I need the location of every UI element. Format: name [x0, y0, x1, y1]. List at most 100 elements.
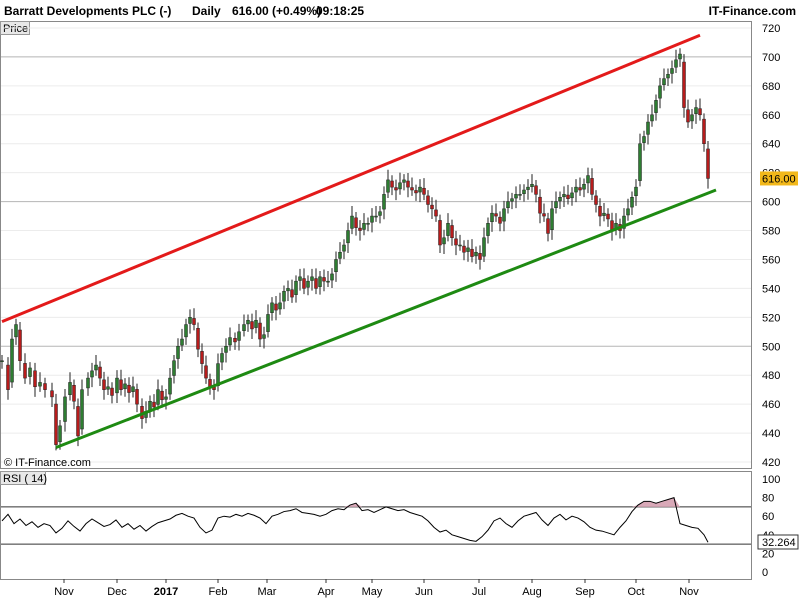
- price-tick-label: 480: [762, 370, 780, 382]
- candle-body: [402, 179, 406, 183]
- candle-body: [438, 220, 442, 246]
- candle-body: [678, 53, 682, 60]
- candle-body: [250, 321, 254, 330]
- x-tick-label: Jun: [415, 586, 433, 598]
- x-tick-label: Nov: [54, 586, 74, 598]
- candle-body: [286, 288, 290, 292]
- candle-body: [390, 180, 394, 188]
- candle-body: [454, 238, 458, 246]
- candle-body: [602, 212, 606, 216]
- candle-body: [314, 278, 318, 289]
- x-tick-label: 2017: [154, 586, 178, 598]
- candle-body: [160, 390, 164, 401]
- candle-body: [394, 187, 398, 191]
- candle-body: [550, 208, 554, 230]
- candle-body: [123, 383, 127, 390]
- candle-body: [642, 136, 646, 143]
- candle-body: [302, 278, 306, 289]
- candle-body: [490, 212, 494, 223]
- price-label: 616.00 (+0.49%): [232, 4, 321, 18]
- candle-body: [262, 334, 266, 339]
- rsi-tick-label: 100: [762, 474, 780, 486]
- candle-body: [450, 225, 454, 239]
- candle-body: [626, 208, 630, 216]
- candle-body: [168, 377, 172, 395]
- candle-body: [698, 108, 702, 116]
- candle-body: [310, 276, 314, 281]
- candle-body: [246, 319, 250, 325]
- candle-body: [606, 213, 610, 220]
- candle-body: [43, 383, 47, 390]
- rsi-plot: [1, 496, 751, 545]
- candle-body: [6, 364, 10, 390]
- candle-body: [172, 360, 176, 376]
- candle-body: [370, 215, 374, 223]
- current-price-marker: [760, 171, 798, 186]
- candle-body: [458, 244, 462, 247]
- x-tick-label: Sep: [575, 586, 595, 598]
- candle-body: [462, 245, 466, 253]
- candle-body: [426, 195, 430, 205]
- candle-body: [634, 186, 638, 196]
- candle-body: [346, 230, 350, 244]
- candle-body: [127, 384, 131, 393]
- candle-body: [237, 331, 241, 341]
- candle-body: [562, 194, 566, 198]
- candle-body: [38, 382, 42, 387]
- x-tick-label: Apr: [317, 586, 334, 598]
- candle-body: [466, 247, 470, 252]
- candle-body: [102, 379, 106, 390]
- rsi-axis: 020406080100: [762, 474, 780, 579]
- x-tick-label: Mar: [258, 586, 277, 598]
- candle-body: [422, 187, 426, 195]
- candle-body: [72, 385, 76, 402]
- candle-body: [233, 337, 237, 343]
- candle-body: [68, 382, 72, 395]
- candle-body: [334, 259, 338, 273]
- candle-body: [58, 425, 62, 443]
- candle-body: [630, 197, 634, 208]
- candle-body: [176, 346, 180, 359]
- candle-body: [115, 377, 119, 394]
- candle-body: [298, 276, 302, 281]
- candle-body: [418, 186, 422, 193]
- candle-body: [674, 59, 678, 68]
- candle-body: [266, 314, 270, 332]
- candle-body: [706, 148, 710, 179]
- candle-body: [106, 386, 110, 390]
- candle-body: [406, 180, 410, 188]
- candle-body: [622, 215, 626, 229]
- candle-body: [382, 194, 386, 210]
- candle-body: [10, 338, 14, 383]
- x-tick-label: Feb: [209, 586, 228, 598]
- candle-body: [188, 317, 192, 324]
- candle-body: [94, 364, 98, 371]
- x-axis: Nov Dec 2017 Feb Mar Apr May Jun Jul Aug Sep Oct Nov: [54, 579, 699, 598]
- candle-body: [410, 187, 414, 191]
- candle-body: [110, 387, 114, 396]
- candle-body: [254, 319, 258, 328]
- price-tick-label: 700: [762, 52, 780, 64]
- candle-body: [274, 303, 278, 311]
- candle-body: [658, 85, 662, 99]
- header-bar: [0, 0, 800, 21]
- channel-lines: [1, 33, 717, 449]
- candle-body: [502, 208, 506, 222]
- x-tick-label: Nov: [679, 586, 699, 598]
- candle-body: [180, 338, 184, 346]
- price-panel: [0, 21, 752, 469]
- period-label: Daily: [192, 4, 221, 18]
- current-rsi-label: 32.264: [762, 537, 796, 549]
- price-tick-label: 600: [762, 197, 780, 209]
- candle-body: [598, 205, 602, 217]
- price-tick-label: 560: [762, 254, 780, 266]
- candle-body: [86, 377, 90, 389]
- price-tick-label: 460: [762, 399, 780, 411]
- candle-body: [318, 276, 322, 287]
- candle-body: [242, 324, 246, 331]
- candle-body: [350, 215, 354, 229]
- price-tick-label: 640: [762, 139, 780, 151]
- candle-body: [486, 223, 490, 236]
- price-tick-label: 680: [762, 81, 780, 93]
- candle-body: [322, 277, 326, 282]
